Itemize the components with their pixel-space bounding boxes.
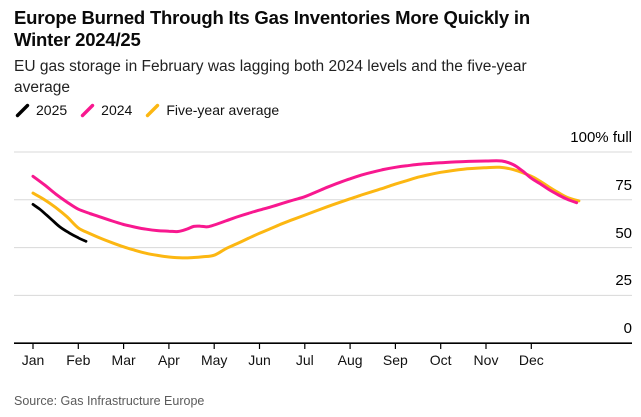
x-tick-label-Jul: Jul [295, 352, 314, 368]
legend-item-2025: 2025 [14, 101, 67, 119]
source-note: Source: Gas Infrastructure Europe [14, 394, 205, 408]
legend-label: 2025 [36, 102, 68, 118]
x-tick-label-Mar: Mar [111, 352, 136, 368]
y-axis-label-50: 50 [615, 224, 632, 242]
chart-subtitle: EU gas storage in February was lagging b… [14, 56, 629, 98]
legend-slash-icon [146, 103, 160, 117]
x-tick-label-Dec: Dec [518, 352, 544, 368]
legend: 2025 2024 Five-year average [14, 101, 279, 119]
x-tick-label-May: May [200, 352, 228, 368]
legend-item-2024: 2024 [79, 101, 132, 119]
y-axis-label-25: 25 [615, 272, 632, 290]
legend-item-five-year-average: Five-year average [144, 101, 279, 119]
page-title: Europe Burned Through Its Gas Inventorie… [14, 7, 629, 51]
subtitle-line-1: EU gas storage in February was lagging b… [14, 58, 527, 75]
y-axis-label-0: 0 [623, 320, 632, 338]
legend-label: 2024 [101, 102, 133, 118]
x-tick-label-Feb: Feb [66, 352, 91, 368]
x-tick-label-Jan: Jan [21, 352, 45, 368]
x-tick-label-Sep: Sep [382, 352, 408, 368]
series-line-five-year-average [31, 165, 581, 260]
x-tick-label-Oct: Oct [429, 352, 452, 368]
x-tick-label-Nov: Nov [473, 352, 499, 368]
legend-label: Five-year average [166, 102, 280, 118]
series-line-2024 [31, 159, 579, 234]
title-line-2: Winter 2024/25 [14, 29, 141, 50]
legend-slash-icon [80, 103, 95, 117]
y-axis-label-100: 100% full [570, 129, 632, 146]
title-line-1: Europe Burned Through Its Gas Inventorie… [14, 7, 530, 28]
legend-slash-icon [15, 103, 30, 117]
subtitle-line-2: average [14, 79, 71, 96]
y-axis-label-75: 75 [615, 176, 632, 194]
x-tick-label-Jun: Jun [248, 352, 271, 368]
x-tick-label-Aug: Aug [337, 352, 363, 368]
series-line-2025 [31, 203, 88, 243]
x-tick-label-Apr: Apr [157, 352, 180, 368]
